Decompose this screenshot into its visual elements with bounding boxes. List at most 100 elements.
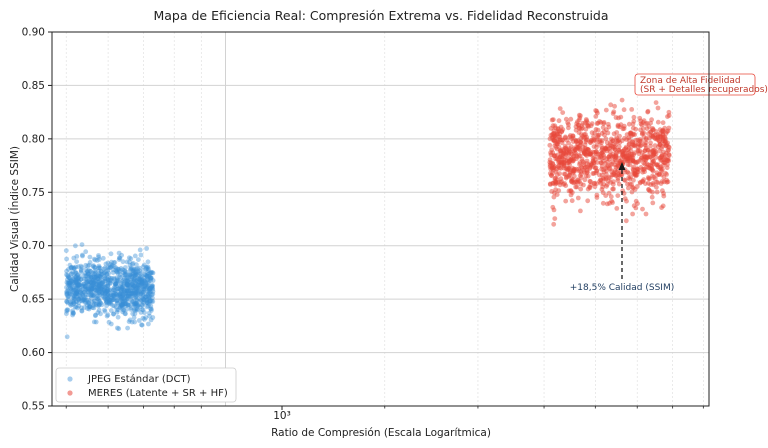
data-point [92,271,97,276]
data-point [599,166,604,172]
data-point [639,131,645,137]
data-point [136,287,141,293]
data-point [150,270,156,276]
data-point [125,279,131,285]
data-point [139,289,145,295]
data-point [75,275,81,281]
data-point [637,115,643,121]
data-point [96,286,101,292]
data-point [80,284,86,289]
data-point [117,255,122,261]
data-point [120,309,125,315]
data-point [571,180,576,186]
data-point [580,158,585,164]
data-point [67,281,73,287]
data-point [650,173,655,179]
data-point [104,313,110,319]
data-point [93,274,99,280]
data-point [145,289,151,295]
data-point [147,286,153,292]
data-point [102,285,108,290]
data-point [68,279,74,284]
data-point [133,290,139,296]
data-point [77,283,83,288]
data-point [150,283,155,288]
data-point [143,264,149,270]
data-point [105,284,111,289]
data-point [70,294,76,300]
data-point [136,276,142,281]
data-point [108,299,114,305]
data-point [92,271,97,277]
data-point [86,301,92,307]
data-point [115,288,121,294]
data-point [95,310,101,315]
data-point [91,280,97,285]
data-point [143,286,149,291]
data-point [106,265,112,271]
data-point [82,299,88,304]
data-point [641,177,647,183]
data-point [114,307,120,313]
data-point [73,277,79,282]
data-point [68,265,74,271]
data-point [105,280,111,286]
data-point [96,303,101,309]
data-point [560,110,566,115]
data-point [553,187,558,193]
data-point [99,280,105,286]
data-point [65,277,70,283]
data-point [68,299,73,305]
data-point [114,268,120,274]
data-point [69,265,75,270]
chart-title: Mapa de Eficiencia Real: Compresión Extr… [153,8,608,23]
data-point [111,293,116,299]
data-point [90,278,96,283]
data-point [635,141,641,147]
data-point [103,278,109,284]
data-point [579,132,584,138]
data-point [597,172,602,178]
data-point [132,287,138,293]
data-point [133,266,139,272]
data-point [117,293,123,299]
legend-label-meres: MERES (Latente + SR + HF) [88,388,228,399]
data-point [83,267,89,272]
data-point [604,148,610,154]
data-point [66,275,72,281]
data-point [133,306,139,312]
data-point [112,288,118,294]
data-point [583,151,589,157]
data-point [78,287,84,293]
data-point [555,141,560,147]
data-point [83,300,88,306]
data-point [89,291,95,297]
data-point [88,283,94,289]
data-point [638,179,643,185]
data-point [135,283,141,289]
data-point [106,319,112,325]
data-point [98,286,104,292]
data-point [561,165,567,171]
data-point [112,284,118,289]
data-point [122,269,128,274]
data-point [594,121,600,126]
data-point [95,290,101,296]
data-point [88,268,93,274]
data-point [96,271,102,276]
data-point [585,198,591,204]
data-point [141,287,147,292]
data-point [640,126,646,131]
data-point [129,293,135,299]
data-point [601,120,607,125]
data-point [96,299,102,305]
data-point [587,151,593,157]
data-point [143,266,149,272]
data-point [72,296,78,302]
data-point [86,306,92,312]
data-point [74,278,80,284]
data-point [113,281,118,287]
data-point [665,156,671,162]
data-point [628,131,634,137]
data-point [591,134,596,140]
